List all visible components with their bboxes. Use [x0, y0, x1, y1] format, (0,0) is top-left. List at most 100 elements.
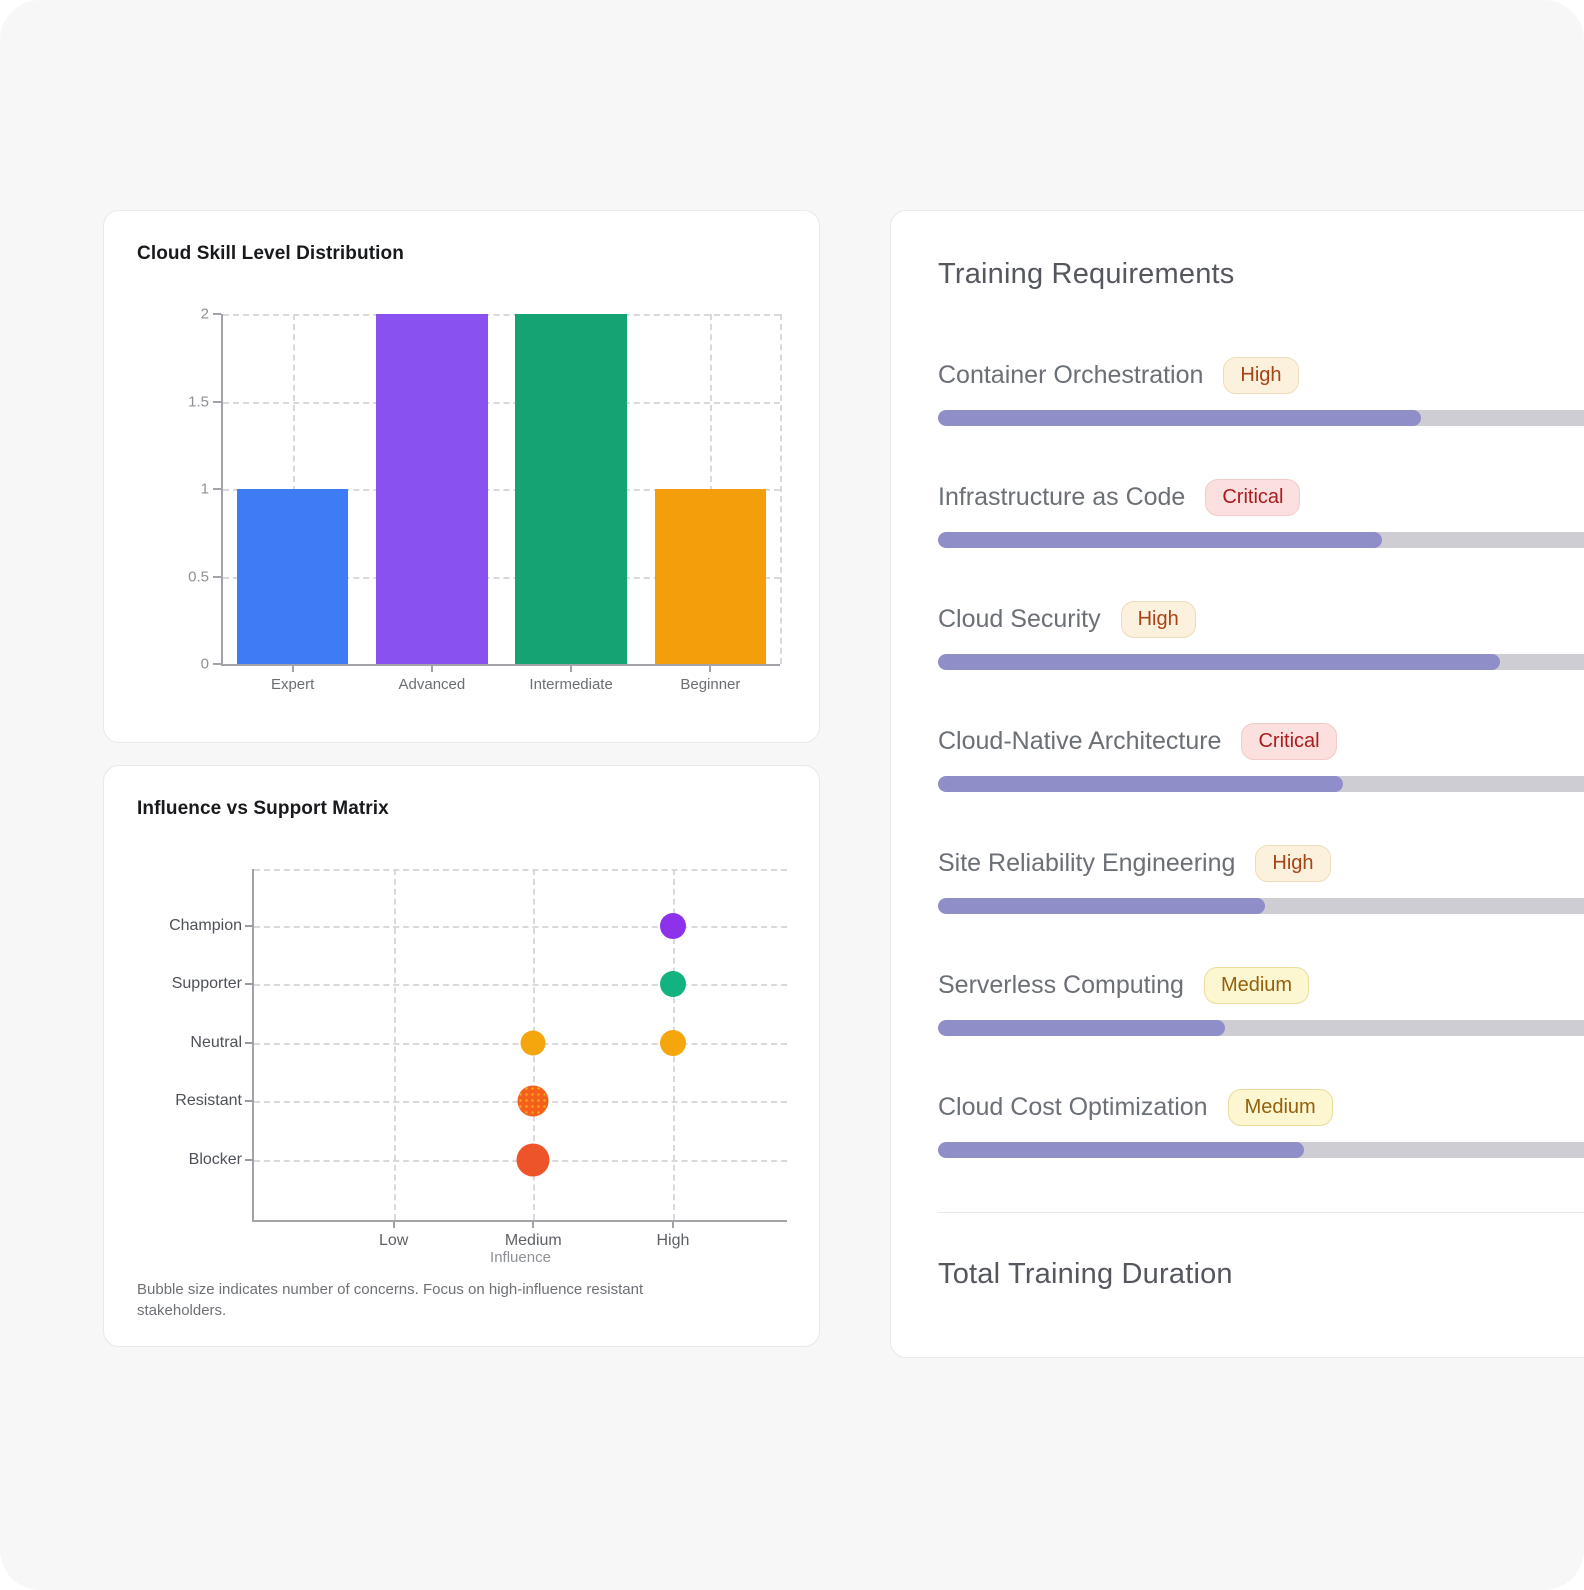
- bar-xtick-label: Intermediate: [529, 676, 613, 693]
- training-item: Serverless Computing Medium: [938, 966, 1584, 1036]
- bubble-ytick-mark: [245, 1158, 254, 1161]
- training-item-header: Cloud Cost Optimization Medium: [938, 1088, 1584, 1126]
- bubble-xlabel-low: Low: [378, 1232, 409, 1249]
- priority-badge: High: [1255, 844, 1331, 882]
- training-progress-fill: [938, 776, 1343, 792]
- bubble-y-axis: [252, 869, 254, 1220]
- bubble-point-neutral-high: [659, 1029, 686, 1056]
- bubble-plot-area: Champion Supporter Neutral Resistant Blocker…: [169, 869, 787, 1249]
- bubble-ytick-mark: [245, 1100, 254, 1103]
- bubble-xtick-mark: [532, 1220, 535, 1228]
- training-requirements-card: Training Requirements Container Orchestr…: [890, 210, 1584, 1358]
- bar-xtick-mark: [430, 664, 433, 672]
- training-item: Cloud Security High: [938, 600, 1584, 670]
- bubble-ytick-mark: [245, 1041, 254, 1044]
- bar-gridline-h: [223, 314, 780, 316]
- training-progress-fill: [938, 898, 1265, 914]
- bar-xtick-label: Beginner: [680, 676, 741, 693]
- training-item-label: Cloud Security: [938, 605, 1101, 633]
- influence-matrix-card: Influence vs Support Matrix Champion Supp…: [103, 765, 820, 1347]
- training-progress-fill: [938, 1142, 1304, 1158]
- training-progress-track: [938, 776, 1584, 792]
- training-requirements-title: Training Requirements: [938, 258, 1235, 290]
- bubble-x-axis-title: Influence: [490, 1249, 551, 1266]
- training-item-header: Site Reliability Engineering High: [938, 844, 1584, 882]
- bubble-gridline-h: [254, 869, 787, 871]
- bar-ytick-mark: [213, 575, 221, 578]
- bar-xtick-label: Advanced: [398, 676, 466, 693]
- priority-badge: High: [1223, 356, 1299, 394]
- bar-gridline-h: [223, 401, 780, 404]
- bar-xtick-mark: [570, 664, 573, 672]
- priority-badge: High: [1120, 600, 1196, 638]
- influence-matrix-chart: Champion Supporter Neutral Resistant Blocker…: [169, 869, 787, 1249]
- priority-badge: Critical: [1205, 478, 1301, 516]
- bubble-ytick-mark: [245, 983, 254, 986]
- bubble-ylabel-resistant: Resistant: [175, 1092, 242, 1110]
- bubble-xtick-mark: [671, 1220, 674, 1228]
- training-item: Infrastructure as Code Critical: [938, 478, 1584, 548]
- bubble-xlabel-medium: Medium: [504, 1232, 562, 1249]
- training-item-header: Infrastructure as Code Critical: [938, 478, 1584, 516]
- skill-distribution-title: Cloud Skill Level Distribution: [137, 243, 404, 264]
- bubble-ylabel-neutral: Neutral: [190, 1033, 242, 1051]
- bubble-ylabel-champion: Champion: [169, 916, 242, 934]
- training-progress-fill: [938, 654, 1500, 670]
- bar-ytick-mark: [213, 313, 221, 315]
- training-item-header: Container Orchestration High: [938, 356, 1584, 394]
- divider: [938, 1212, 1584, 1213]
- bubble-ytick-mark: [245, 924, 254, 927]
- training-progress-track: [938, 1142, 1584, 1158]
- training-progress-track: [938, 410, 1584, 426]
- bubble-point-neutral-medium: [520, 1030, 546, 1056]
- bubble-gridline-h: [254, 925, 787, 928]
- training-item: Container Orchestration High: [938, 356, 1584, 426]
- training-items-list: Container Orchestration High Infrastruct…: [938, 356, 1584, 1158]
- bubble-xlabel-high: High: [656, 1232, 690, 1249]
- training-item: Cloud Cost Optimization Medium: [938, 1088, 1584, 1158]
- training-progress-track: [938, 654, 1584, 670]
- bubble-ylabel-supporter: Supporter: [171, 975, 242, 993]
- bar-gridline-v: [780, 314, 782, 664]
- bar-xtick-mark: [709, 664, 712, 672]
- bar-expert: [236, 489, 349, 664]
- bar-x-axis: [221, 664, 780, 666]
- bar-gridline-h: [223, 489, 780, 491]
- training-item-header: Serverless Computing Medium: [938, 966, 1584, 1004]
- training-progress-fill: [938, 1020, 1226, 1036]
- bar-xtick-label: Expert: [270, 676, 315, 693]
- bubble-x-axis: [252, 1220, 787, 1222]
- priority-badge: Medium: [1203, 966, 1310, 1004]
- training-item-label: Cloud-Native Architecture: [938, 727, 1222, 755]
- skill-distribution-chart: 2 1.5 1 0.5 0 Expert Advanced Intermediate Begin…: [188, 306, 782, 693]
- training-item-label: Infrastructure as Code: [938, 483, 1186, 511]
- bar-advanced: [376, 314, 488, 664]
- training-item-label: Container Orchestration: [938, 361, 1204, 389]
- bubble-xtick-mark: [392, 1220, 395, 1228]
- training-progress-track: [938, 532, 1584, 548]
- bubble-point-blocker-medium: [516, 1143, 550, 1177]
- bar-intermediate: [515, 314, 627, 664]
- bar-ytick-label: 2: [200, 305, 209, 323]
- bubble-point-champion-high: [659, 912, 686, 939]
- bubble-chart-caption: Bubble size indicates number of concerns…: [137, 1281, 644, 1320]
- bar-ytick-mark: [213, 400, 221, 403]
- bubble-ylabel-blocker: Blocker: [188, 1150, 242, 1168]
- bubble-gridline-v: [393, 869, 396, 1220]
- bubble-gridline-h: [254, 1042, 787, 1045]
- influence-matrix-title: Influence vs Support Matrix: [137, 798, 389, 819]
- training-item-label: Site Reliability Engineering: [938, 849, 1236, 877]
- training-progress-track: [938, 1020, 1584, 1036]
- bar-gridline-h: [223, 576, 780, 579]
- training-item: Site Reliability Engineering High: [938, 844, 1584, 914]
- priority-badge: Critical: [1241, 722, 1337, 760]
- training-progress-track: [938, 898, 1584, 914]
- bubble-gridline-h: [254, 984, 787, 987]
- bar-xtick-mark: [291, 664, 294, 672]
- bubble-point-supporter-high: [659, 971, 686, 998]
- bar-beginner: [654, 489, 767, 664]
- bar-ytick-mark: [213, 488, 221, 490]
- bar-y-axis: [221, 314, 223, 664]
